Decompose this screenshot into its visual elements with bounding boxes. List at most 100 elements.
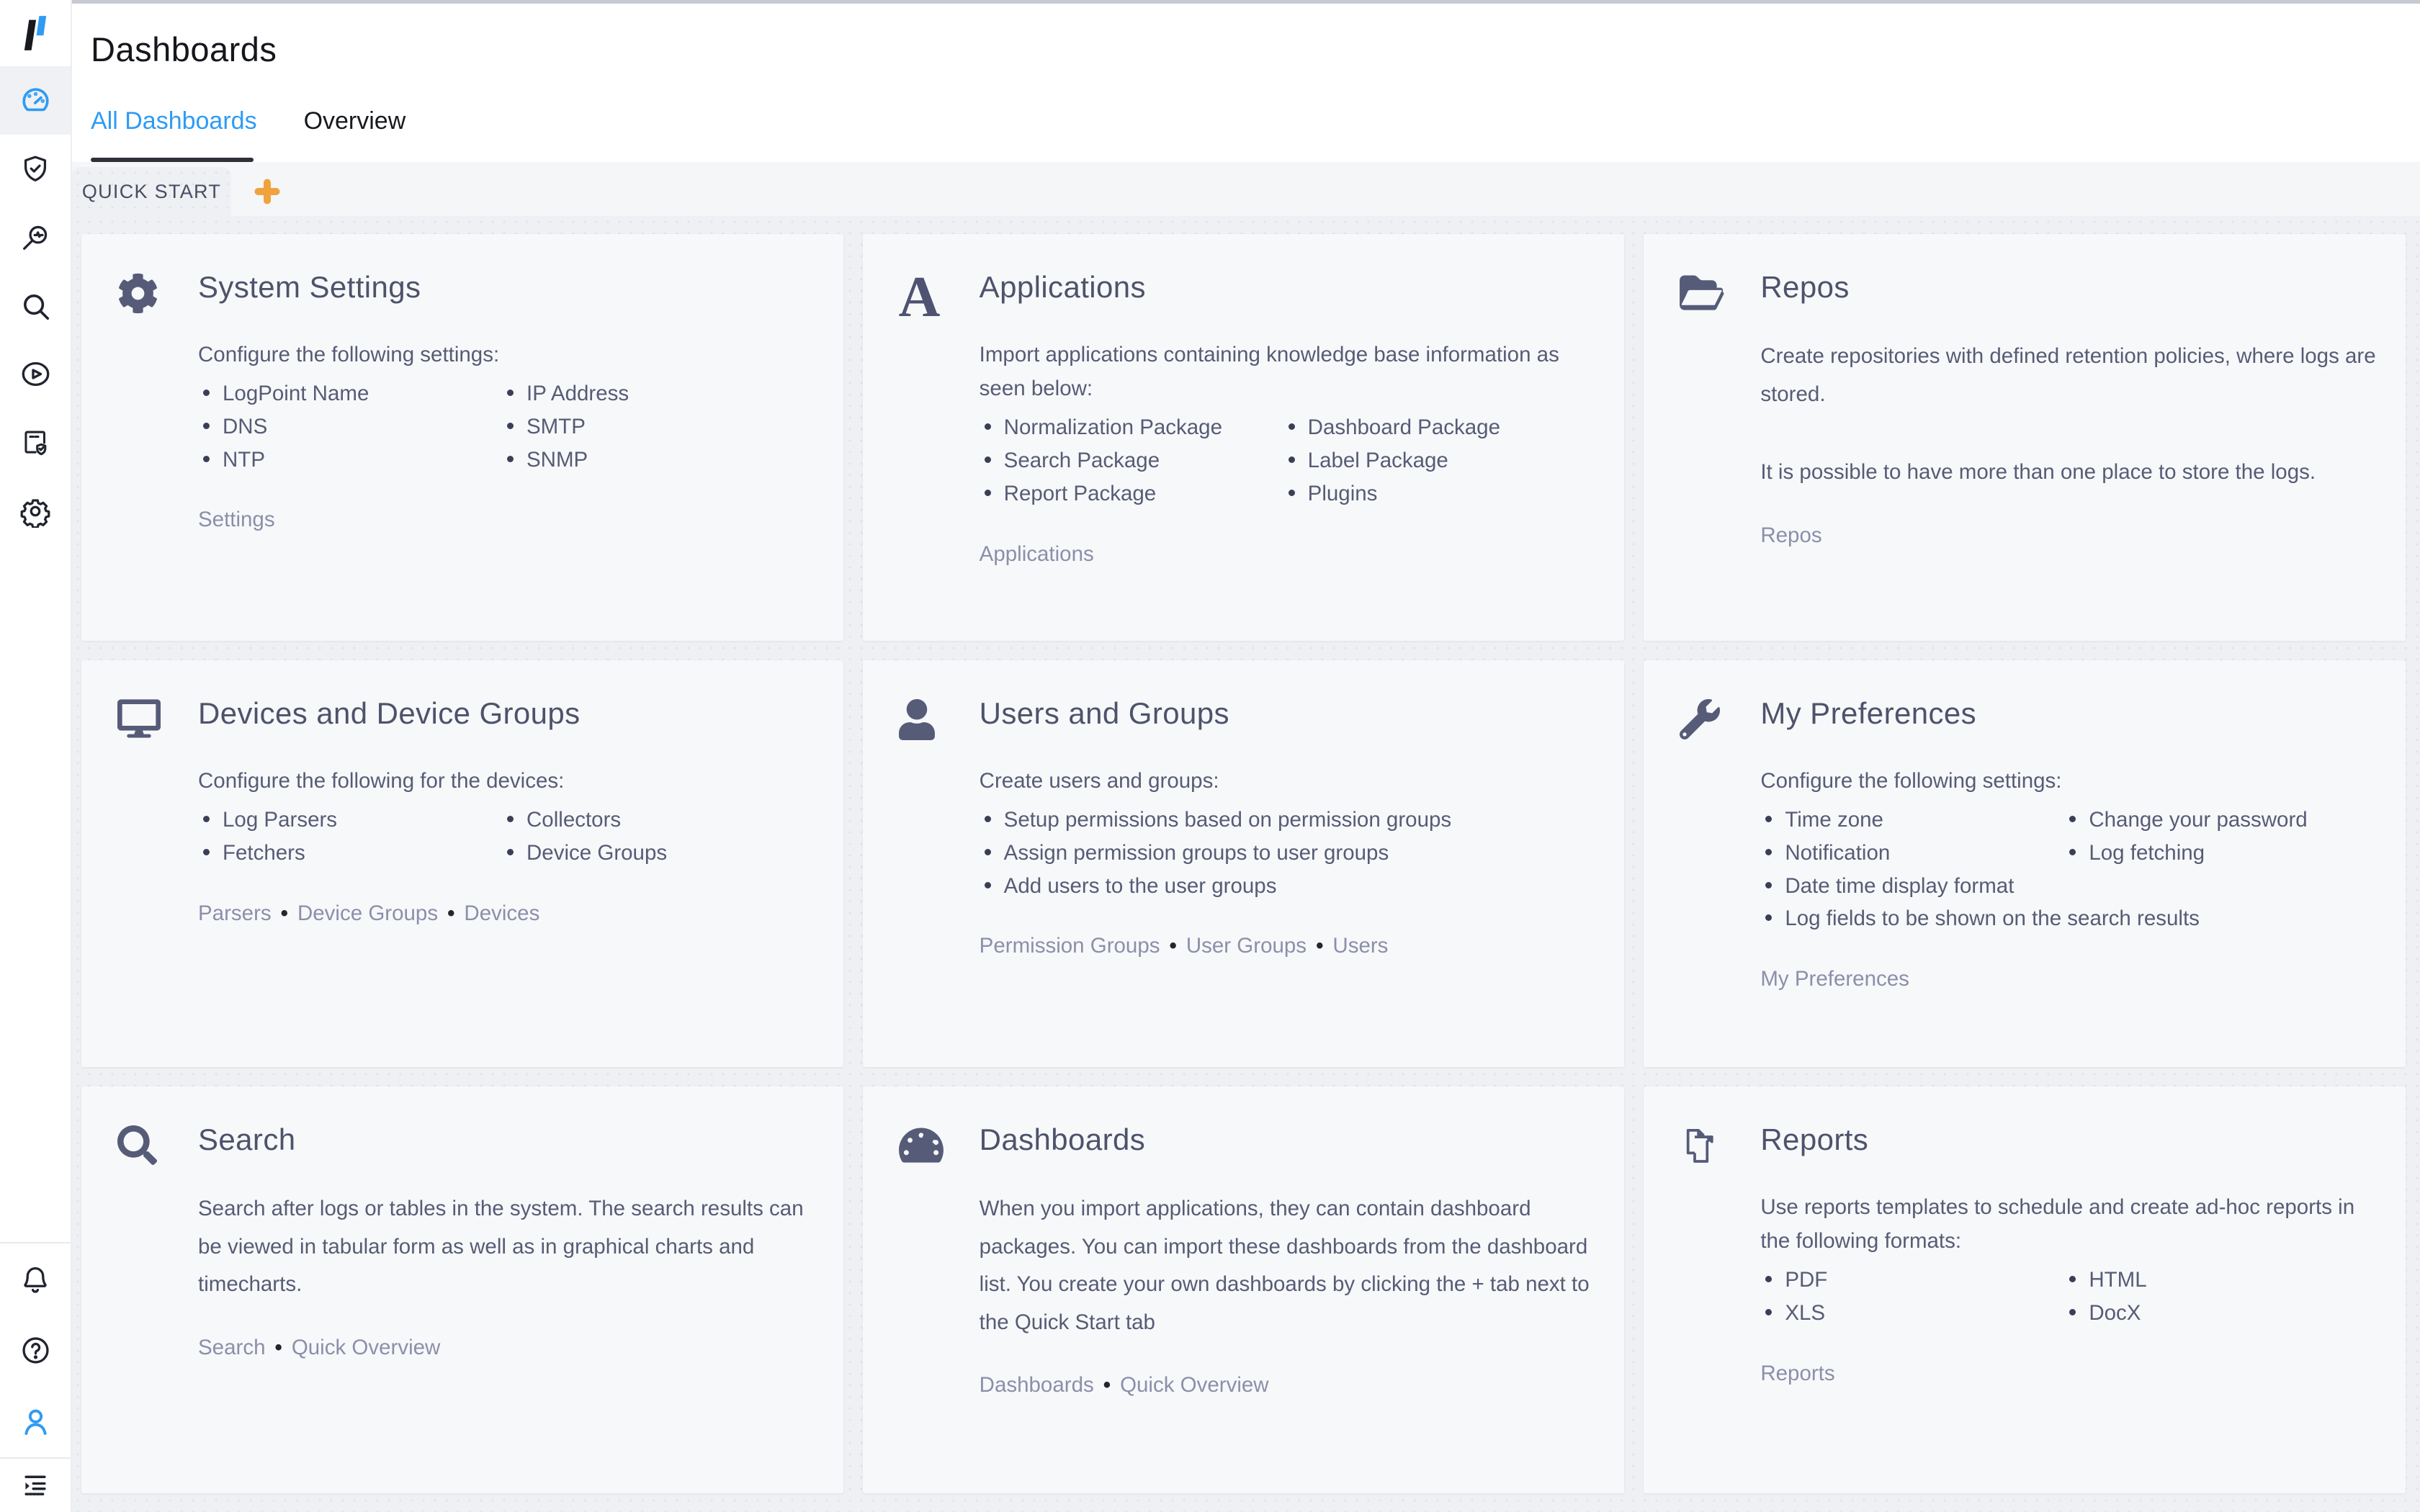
sidebar-item-notifications[interactable] — [0, 1243, 71, 1315]
sidebar-item-reports[interactable] — [0, 408, 71, 477]
card-title: Applications — [979, 270, 1146, 304]
card-title: Dashboards — [979, 1122, 1146, 1156]
card-link[interactable]: Search — [198, 1335, 266, 1359]
gear-icon — [117, 270, 161, 641]
dashboard-tab-strip: QUICK START — [72, 162, 2420, 216]
link-separator: • — [1316, 934, 1324, 958]
card-intro: Configure the following settings: — [198, 343, 500, 366]
letter-a-icon: A — [898, 266, 942, 641]
quick-start-card: System Settings Configure the following s… — [81, 234, 843, 641]
sidebar-item-account[interactable] — [0, 1386, 71, 1457]
bullet-item: Report Package — [980, 477, 1283, 510]
card-bullet-columns: Setup permissions based on permission gr… — [980, 804, 1596, 902]
bullet-item: Log Parsers — [198, 804, 502, 837]
sidebar-item-compliance[interactable] — [0, 135, 71, 203]
card-intro: Use reports templates to schedule and cr… — [1760, 1195, 2355, 1254]
card-paragraph: When you import applications, they can c… — [979, 1197, 1590, 1334]
card-link[interactable]: Quick Overview — [291, 1335, 441, 1359]
bullet-item: Assign permission groups to user groups — [980, 837, 1389, 870]
header-tabs: All Dashboards Overview — [91, 107, 405, 135]
report-check-icon — [24, 431, 47, 455]
card-link[interactable]: Devices — [464, 901, 540, 925]
user-solid-icon — [898, 696, 942, 1067]
sidebar-nav — [0, 66, 71, 545]
sidebar-bottom — [0, 1242, 71, 1512]
card-links: Dashboards • Quick Overview — [980, 1373, 1596, 1398]
letter-a-icon: A — [898, 266, 941, 329]
quick-start-card: My Preferences Configure the following se… — [1644, 660, 2406, 1067]
bullet-item: Plugins — [1283, 477, 1500, 510]
sidebar-item-search-insight[interactable] — [0, 203, 71, 271]
bullet-item: HTML — [2064, 1264, 2147, 1297]
bullet-item: Notification — [1760, 837, 2064, 870]
sidebar-item-help[interactable] — [0, 1315, 71, 1386]
card-link[interactable]: Applications — [979, 541, 1094, 566]
card-links: Applications — [980, 542, 1596, 567]
card-links: Search • Quick Overview — [198, 1336, 815, 1360]
page-header: Dashboards All Dashboards Overview — [72, 4, 2420, 162]
sidebar-item-search[interactable] — [0, 271, 71, 340]
logpoint-logo[interactable] — [0, 0, 71, 66]
help-circle-icon — [22, 1337, 49, 1364]
wrench-icon — [1680, 696, 1723, 1067]
card-bullet-columns: LogPoint Name DNS NTP IP Address SMTP SNMP — [198, 377, 815, 476]
bullet-item: PDF — [1760, 1264, 2064, 1297]
card-paragraph: Create repositories with defined retenti… — [1760, 344, 2376, 406]
bullet-item: NTP — [198, 444, 502, 477]
sidebar-item-settings[interactable] — [0, 477, 71, 545]
tab-overview[interactable]: Overview — [303, 107, 406, 135]
card-link[interactable]: Reports — [1760, 1361, 1835, 1385]
card-link[interactable]: Parsers — [198, 901, 272, 925]
add-dashboard-button[interactable] — [247, 171, 287, 212]
sidebar-divider — [0, 1457, 71, 1459]
active-tab-underline — [91, 158, 254, 162]
card-link[interactable]: User Groups — [1186, 934, 1307, 958]
bullet-item: Collectors — [502, 804, 667, 837]
sidebar-divider — [0, 1242, 71, 1243]
bullet-item: Log fields to be shown on the search res… — [1760, 902, 2200, 935]
link-separator: • — [447, 901, 455, 925]
card-link[interactable]: Permission Groups — [979, 934, 1160, 958]
card-bullet-columns: Time zone Notification Date time display f… — [1760, 804, 2377, 935]
tab-quick-start[interactable]: QUICK START — [72, 167, 231, 216]
card-intro: Configure the following settings: — [1760, 769, 2062, 793]
card-link[interactable]: Quick Overview — [1120, 1373, 1269, 1397]
folder-open-icon — [1680, 270, 1724, 641]
card-bullet-columns: Normalization Package Search Package Repor… — [980, 411, 1596, 510]
card-links: Permission Groups • User Groups • Users — [980, 934, 1596, 958]
quick-start-card-grid: System Settings Configure the following s… — [72, 216, 2420, 1512]
card-title: Devices and Device Groups — [198, 696, 581, 730]
bullet-item: Time zone — [1760, 804, 2064, 837]
bullet-item: Search Package — [980, 444, 1283, 477]
card-link[interactable]: Settings — [198, 508, 275, 532]
quick-start-card: Users and Groups Create users and groups:… — [862, 660, 1625, 1067]
bullet-item: LogPoint Name — [198, 377, 502, 410]
plus-icon — [254, 179, 280, 204]
quick-start-card: Repos Create repositories with defined re… — [1644, 234, 2406, 641]
card-title: Reports — [1760, 1122, 1869, 1156]
card-links: Settings — [198, 508, 815, 532]
link-separator: • — [274, 1335, 282, 1359]
card-link[interactable]: Users — [1332, 934, 1389, 958]
tab-all-dashboards[interactable]: All Dashboards — [91, 107, 257, 135]
card-title: Users and Groups — [979, 696, 1229, 730]
shield-check-icon — [24, 156, 47, 181]
card-link[interactable]: Device Groups — [297, 901, 439, 925]
page-title: Dashboards — [91, 30, 277, 68]
card-link[interactable]: Dashboards — [979, 1373, 1094, 1397]
link-separator: • — [1103, 1373, 1111, 1397]
sidebar-item-start[interactable] — [0, 340, 71, 408]
card-link[interactable]: My Preferences — [1760, 967, 1909, 991]
bullet-item: Date time display format — [1760, 870, 2064, 903]
search-icon — [23, 294, 50, 320]
sidebar-item-dashboards[interactable] — [0, 66, 71, 135]
bullet-item: Dashboard Package — [1283, 411, 1500, 444]
sidebar-item-collapse[interactable] — [0, 1459, 71, 1512]
card-link[interactable]: Repos — [1760, 523, 1822, 547]
quick-start-card: A Applications Import applications contain… — [862, 234, 1625, 641]
card-bullet-columns: PDF XLS HTML DocX — [1760, 1264, 2377, 1329]
bullet-item: SNMP — [502, 444, 629, 477]
bell-icon — [24, 1266, 47, 1293]
card-bullet-columns: Log Parsers Fetchers Collectors Device Grou… — [198, 804, 815, 869]
